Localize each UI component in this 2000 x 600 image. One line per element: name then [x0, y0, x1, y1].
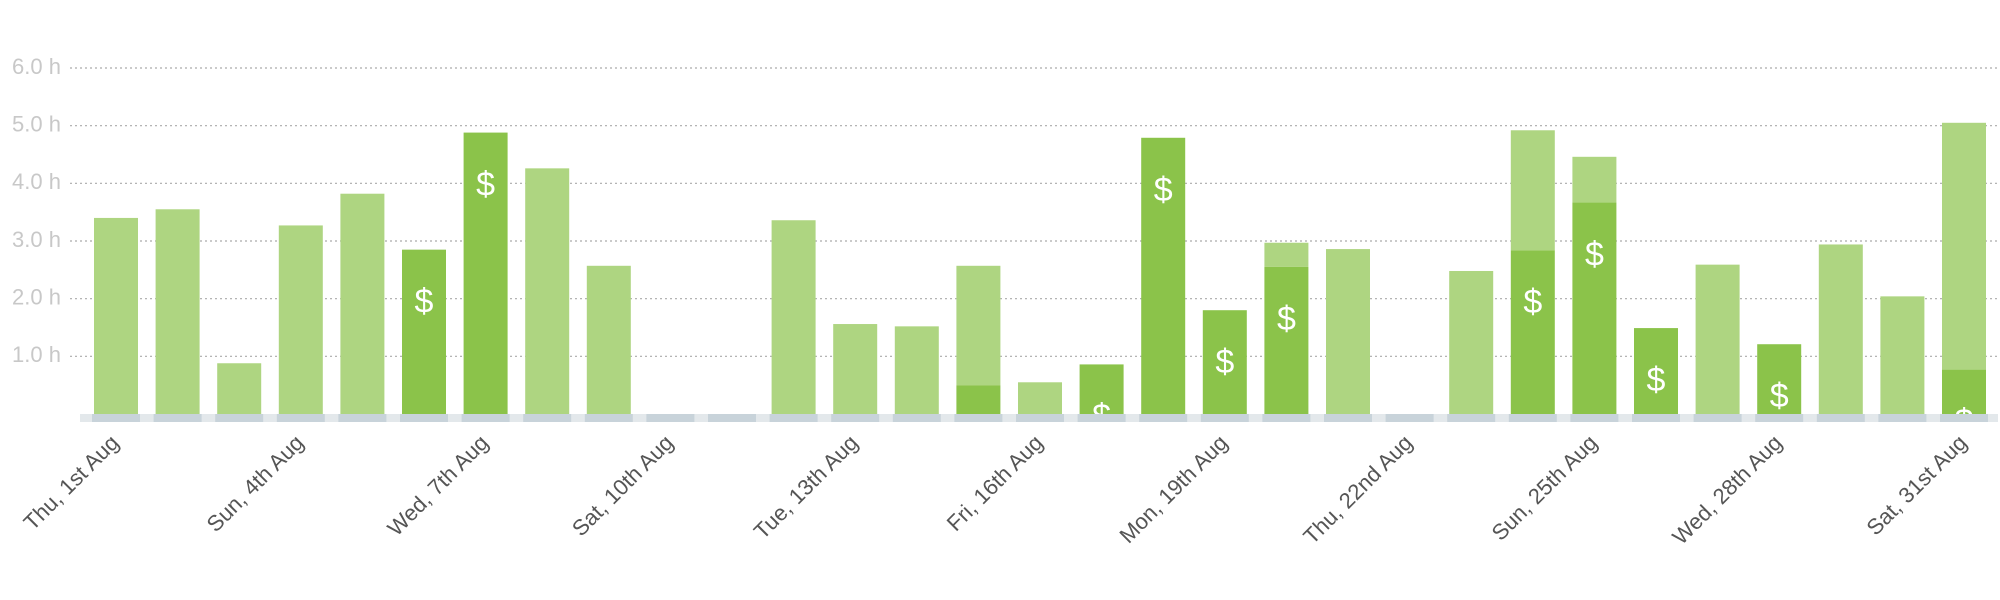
- baseline-cell: [708, 414, 756, 422]
- bar-segment: [833, 324, 878, 414]
- bar-segment: [155, 209, 200, 414]
- bar-segment: [1079, 364, 1124, 414]
- billable-icon: $: [1215, 343, 1234, 381]
- y-tick-label: 2.0 h: [12, 284, 61, 309]
- bar-segment: [1757, 344, 1802, 414]
- bar-segment: [1018, 382, 1062, 414]
- bar-segment: [1264, 266, 1309, 414]
- baseline-cell: [1693, 414, 1742, 422]
- bar-segment: [340, 193, 385, 414]
- baseline-cell: [1447, 414, 1496, 422]
- baseline-cell: [831, 414, 880, 422]
- baseline-cell: [400, 414, 448, 422]
- bar-segment: [1264, 242, 1309, 267]
- x-tick-label: Sun, 4th Aug: [202, 430, 309, 537]
- bar-segment: [1572, 156, 1617, 203]
- baseline-cell: [215, 414, 264, 422]
- bar-segment: [1695, 264, 1740, 414]
- billable-icon: $: [1770, 377, 1789, 415]
- bar-segment: [1202, 310, 1247, 414]
- bar-segment: [525, 168, 570, 414]
- billable-icon: $: [1092, 397, 1111, 435]
- bar-segment: [217, 363, 262, 414]
- bar-segment: [1942, 122, 1986, 370]
- baseline-cell: [1878, 414, 1927, 422]
- x-tick-label: Tue, 13th Aug: [749, 430, 863, 544]
- bars: $ $ $ $ $ $ $ $ $ $ $ $: [94, 122, 1986, 456]
- baseline-cell: [1139, 414, 1188, 422]
- bar-segment: [1326, 249, 1370, 414]
- bar-segment: [1880, 296, 1925, 414]
- billable-icon: $: [476, 166, 495, 204]
- bar-segment: [1510, 130, 1555, 251]
- billable-icon: $: [1647, 361, 1666, 399]
- x-tick-label: Fri, 16th Aug: [942, 430, 1048, 536]
- bar-segment: [1634, 328, 1678, 414]
- baseline-cell: [954, 414, 1003, 422]
- billable-icon: $: [1955, 403, 1974, 441]
- baseline-cell: [338, 414, 387, 422]
- y-tick-label: 4.0 h: [12, 169, 61, 194]
- bar-segment: [771, 220, 816, 414]
- bar-segment: [1141, 137, 1186, 414]
- baseline-cell: [1940, 414, 1988, 422]
- baseline-cell: [153, 414, 202, 422]
- bar-segment: [1510, 250, 1555, 414]
- x-tick-label: Wed, 28th Aug: [1667, 430, 1786, 549]
- bar-segment: [586, 265, 631, 414]
- y-tick-label: 3.0 h: [12, 227, 61, 252]
- billable-icon: $: [415, 283, 434, 321]
- baseline-cell: [1200, 414, 1249, 422]
- baseline-cell: [892, 414, 941, 422]
- billable-icon: $: [1585, 235, 1604, 273]
- bar-segment: [956, 385, 1001, 414]
- bar-segment: [463, 132, 508, 414]
- bar-segment: [1942, 369, 1986, 414]
- bar-segment: [894, 326, 939, 414]
- baseline-cell: [1755, 414, 1804, 422]
- baseline-cell: [1570, 414, 1619, 422]
- billable-icon: $: [1277, 300, 1296, 338]
- x-tick-label: Thu, 1st Aug: [19, 430, 124, 535]
- bar-segment: [94, 217, 138, 414]
- bar-segment: [1572, 202, 1617, 414]
- baseline-cell: [1632, 414, 1680, 422]
- bar-segment: [1818, 244, 1863, 414]
- baseline-cell: [1016, 414, 1064, 422]
- baseline-cell: [1816, 414, 1865, 422]
- baseline-cell: [1077, 414, 1126, 422]
- baseline-cell: [769, 414, 818, 422]
- bar-segment: [278, 225, 323, 414]
- y-tick-label: 5.0 h: [12, 111, 61, 136]
- baseline-cell: [646, 414, 695, 422]
- x-tick-label: Wed, 7th Aug: [382, 430, 493, 541]
- billable-icon: $: [1523, 283, 1542, 321]
- x-tick-label: Mon, 19th Aug: [1114, 430, 1232, 548]
- baseline-cell: [92, 414, 140, 422]
- baseline-cell: [1324, 414, 1372, 422]
- billable-icon: $: [1154, 171, 1173, 209]
- baseline-cell: [1385, 414, 1434, 422]
- baseline-cell: [523, 414, 572, 422]
- baseline-cell: [461, 414, 510, 422]
- baseline-cell: [584, 414, 633, 422]
- x-tick-label: Thu, 22nd Aug: [1298, 430, 1417, 549]
- y-tick-label: 1.0 h: [12, 342, 61, 367]
- baseline-cell: [1262, 414, 1311, 422]
- x-tick-label: Sun, 25th Aug: [1487, 430, 1602, 545]
- baseline-cell: [1508, 414, 1557, 422]
- billable-icon: $: [969, 418, 988, 456]
- y-tick-label: 6.0 h: [12, 54, 61, 79]
- bar-segment: [956, 265, 1001, 386]
- bar-segment: [402, 249, 446, 414]
- x-tick-label: Sat, 10th Aug: [567, 430, 678, 541]
- baseline-cell: [276, 414, 325, 422]
- x-tick-label: Sat, 31st Aug: [1861, 430, 1971, 540]
- bar-segment: [1449, 270, 1494, 414]
